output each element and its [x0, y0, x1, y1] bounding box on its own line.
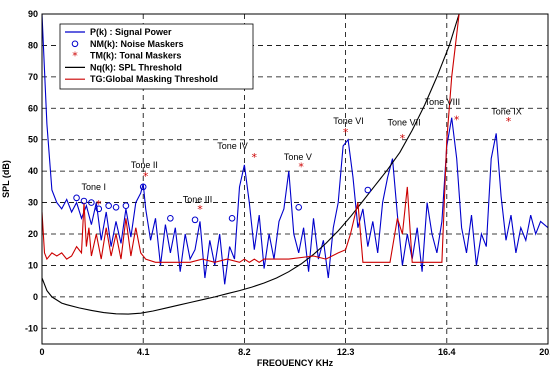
x-tick-label: 20.5	[539, 347, 550, 357]
y-tick-label: 70	[28, 72, 38, 82]
y-tick-label: 80	[28, 40, 38, 50]
series-layer	[42, 14, 548, 315]
tick-labels: 0 4.1 8.2 12.3 16.4 20.5 -10 0 10 20 30 40 50 60 70 80 9…	[25, 9, 550, 357]
legend-box	[59, 23, 254, 90]
noise-masker-point	[112, 203, 120, 211]
x-tick-label: 0	[39, 347, 44, 357]
tonal-masker-point: *	[143, 170, 149, 183]
tone-label: Tone VI	[333, 116, 364, 126]
series-tg-global-masking-threshold	[42, 14, 460, 263]
legend-label: TG:Global Masking Threshold	[90, 74, 218, 84]
tone-label: Tone VIII	[425, 97, 461, 107]
noise-masker-point	[295, 203, 303, 211]
x-tick-label: 12.3	[337, 347, 355, 357]
noise-masker-point	[139, 183, 147, 191]
x-tick-label: 8.2	[238, 347, 251, 357]
y-tick-label: 40	[28, 166, 38, 176]
noise-masker-point	[191, 216, 199, 224]
y-tick-label: -10	[25, 323, 38, 333]
tone-label: Tone I	[81, 182, 106, 192]
y-tick-label: 0	[33, 292, 38, 302]
tonal-masker-point: *	[96, 198, 102, 211]
tonal-masker-point: *	[454, 113, 460, 126]
tonal-masker-point: *	[343, 126, 349, 139]
noise-masker-point	[95, 205, 103, 213]
x-tick-label: 4.1	[137, 347, 150, 357]
noise-masker-point	[228, 214, 236, 222]
tone-label: Tone IX	[491, 107, 522, 117]
noise-masker-point	[73, 194, 80, 202]
tonal-masker-point: *	[400, 132, 406, 145]
tone-label: Tone III	[183, 195, 213, 205]
tone-label: Tone II	[131, 160, 158, 170]
y-tick-label: 60	[28, 103, 38, 113]
marker-layer: * * * * * * * * *	[73, 113, 512, 224]
legend-label: NM(k): Noise Maskers	[90, 39, 184, 49]
noise-masker-point	[105, 202, 112, 210]
x-tick-label: 16.4	[438, 347, 456, 357]
tone-label: Tone V	[284, 152, 312, 162]
y-tick-label: 10	[28, 260, 38, 270]
tonal-masker-point: *	[252, 151, 258, 164]
series-nq-k-spl-threshold	[42, 14, 460, 315]
y-tick-label: 90	[28, 9, 38, 19]
x-axis-title: FREQUENCY KHz	[257, 358, 334, 366]
noise-masker-point	[88, 199, 95, 206]
noise-masker-point	[167, 214, 174, 222]
y-axis-title: SPL (dB)	[1, 160, 11, 198]
noise-masker-point	[122, 202, 130, 210]
legend-star-swatch: *	[72, 50, 78, 63]
y-tick-label: 30	[28, 198, 38, 208]
tone-label: Tone IV	[217, 141, 248, 151]
tonal-masker-point: *	[506, 115, 512, 128]
legend-label: TM(k): Tonal Maskers	[90, 51, 181, 61]
legend: P(k) : Signal Power NM(k): Noise Maskers *…	[59, 23, 254, 90]
y-tick-label: 20	[28, 229, 38, 239]
tone-label: Tone VII	[388, 118, 421, 128]
tonal-masker-point: *	[197, 203, 203, 216]
legend-circle-swatch	[71, 40, 79, 48]
tone-annotations: Tone I Tone II Tone III Tone IV Tone V Tone V…	[81, 97, 521, 204]
legend-label: Nq(k): SPL Threshold	[90, 62, 182, 72]
y-tick-label: 50	[28, 135, 38, 145]
noise-masker-point	[80, 197, 88, 205]
plot-frame	[41, 13, 549, 345]
series-p-k-signal-power	[42, 14, 548, 285]
tonal-masker-point: *	[298, 160, 304, 173]
legend-label: P(k) : Signal Power	[90, 27, 172, 37]
noise-masker-point	[364, 186, 372, 194]
